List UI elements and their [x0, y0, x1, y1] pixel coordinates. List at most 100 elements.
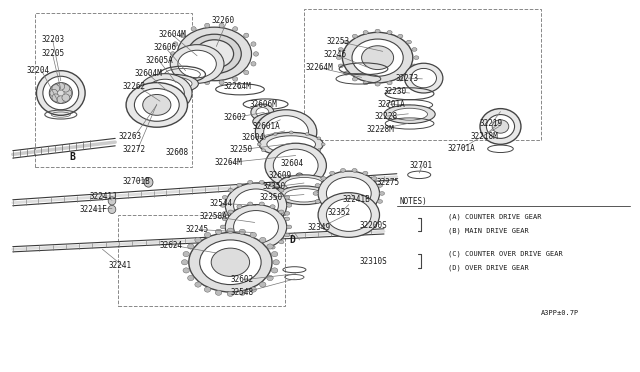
Ellipse shape	[57, 96, 65, 103]
Ellipse shape	[352, 215, 357, 218]
Ellipse shape	[188, 244, 194, 249]
Ellipse shape	[191, 77, 196, 81]
Ellipse shape	[271, 251, 278, 257]
Ellipse shape	[285, 233, 290, 237]
Ellipse shape	[259, 202, 264, 206]
Text: 32228M: 32228M	[366, 125, 394, 134]
Ellipse shape	[270, 205, 275, 208]
Text: 32606M: 32606M	[250, 100, 277, 109]
Text: 32246: 32246	[323, 50, 346, 59]
Ellipse shape	[267, 275, 273, 280]
Ellipse shape	[352, 77, 357, 81]
Text: 32230: 32230	[384, 87, 407, 96]
Text: 32608: 32608	[165, 148, 188, 157]
Text: 32604M: 32604M	[159, 30, 186, 39]
Text: 32602: 32602	[224, 113, 247, 122]
Text: 32263: 32263	[118, 132, 141, 141]
Text: 32310S: 32310S	[360, 257, 387, 266]
Ellipse shape	[384, 105, 435, 124]
Ellipse shape	[219, 23, 224, 28]
Ellipse shape	[285, 217, 290, 221]
Ellipse shape	[251, 62, 256, 66]
Ellipse shape	[375, 29, 380, 33]
Ellipse shape	[342, 32, 413, 83]
Ellipse shape	[146, 79, 184, 107]
Ellipse shape	[138, 74, 192, 112]
Ellipse shape	[211, 248, 250, 276]
Ellipse shape	[338, 48, 343, 51]
Ellipse shape	[287, 225, 292, 229]
Ellipse shape	[232, 27, 237, 31]
Ellipse shape	[326, 199, 371, 231]
Text: 32624: 32624	[160, 241, 183, 250]
Ellipse shape	[154, 77, 192, 90]
Text: 32349: 32349	[307, 223, 330, 232]
Ellipse shape	[200, 240, 261, 285]
Text: 32241J: 32241J	[90, 192, 117, 201]
Ellipse shape	[222, 195, 227, 199]
Text: 32250: 32250	[229, 145, 252, 154]
Ellipse shape	[237, 205, 242, 208]
Ellipse shape	[237, 183, 242, 187]
Ellipse shape	[296, 173, 303, 180]
Ellipse shape	[170, 52, 175, 56]
Text: 32701A: 32701A	[378, 100, 405, 109]
Ellipse shape	[273, 153, 277, 156]
Ellipse shape	[273, 132, 277, 135]
Ellipse shape	[271, 268, 278, 273]
Ellipse shape	[36, 71, 85, 115]
Ellipse shape	[178, 50, 216, 78]
Ellipse shape	[195, 40, 234, 68]
Ellipse shape	[318, 171, 380, 216]
Text: A3PP±0.7P: A3PP±0.7P	[541, 310, 579, 316]
Ellipse shape	[228, 218, 233, 222]
Ellipse shape	[398, 77, 403, 81]
Ellipse shape	[228, 240, 233, 244]
Ellipse shape	[228, 189, 233, 192]
Ellipse shape	[363, 81, 368, 85]
Ellipse shape	[205, 80, 210, 85]
Text: (B) MAIN DRIVE GEAR: (B) MAIN DRIVE GEAR	[448, 227, 529, 234]
Text: 32262: 32262	[123, 82, 146, 91]
Ellipse shape	[134, 89, 179, 121]
Ellipse shape	[259, 248, 264, 252]
Ellipse shape	[352, 34, 357, 38]
Ellipse shape	[411, 68, 436, 88]
Ellipse shape	[238, 210, 274, 222]
Ellipse shape	[378, 200, 383, 203]
Ellipse shape	[278, 175, 330, 193]
Ellipse shape	[259, 115, 298, 128]
Ellipse shape	[313, 192, 318, 195]
Ellipse shape	[326, 177, 371, 210]
Ellipse shape	[398, 34, 403, 38]
Text: NOTES): NOTES)	[400, 197, 428, 206]
Ellipse shape	[270, 183, 275, 187]
Ellipse shape	[262, 149, 266, 152]
Ellipse shape	[285, 195, 290, 199]
Text: 32219: 32219	[480, 119, 503, 128]
Ellipse shape	[204, 232, 211, 238]
Text: 32241F: 32241F	[80, 205, 108, 214]
Ellipse shape	[52, 94, 60, 101]
Ellipse shape	[188, 275, 194, 280]
Ellipse shape	[260, 282, 266, 287]
Ellipse shape	[215, 290, 221, 295]
Text: 32604: 32604	[280, 159, 303, 168]
Ellipse shape	[259, 180, 264, 184]
Ellipse shape	[230, 206, 282, 225]
Ellipse shape	[318, 193, 380, 237]
Ellipse shape	[234, 189, 278, 222]
Ellipse shape	[215, 229, 221, 234]
Ellipse shape	[251, 42, 256, 46]
Ellipse shape	[257, 143, 261, 146]
Text: 32701: 32701	[410, 161, 433, 170]
Ellipse shape	[232, 77, 237, 81]
Ellipse shape	[315, 200, 320, 203]
Text: 32258A: 32258A	[200, 212, 227, 221]
Ellipse shape	[317, 137, 321, 140]
Ellipse shape	[492, 120, 509, 133]
Ellipse shape	[62, 94, 70, 101]
Ellipse shape	[285, 212, 290, 215]
Ellipse shape	[126, 83, 188, 127]
Ellipse shape	[191, 27, 196, 31]
